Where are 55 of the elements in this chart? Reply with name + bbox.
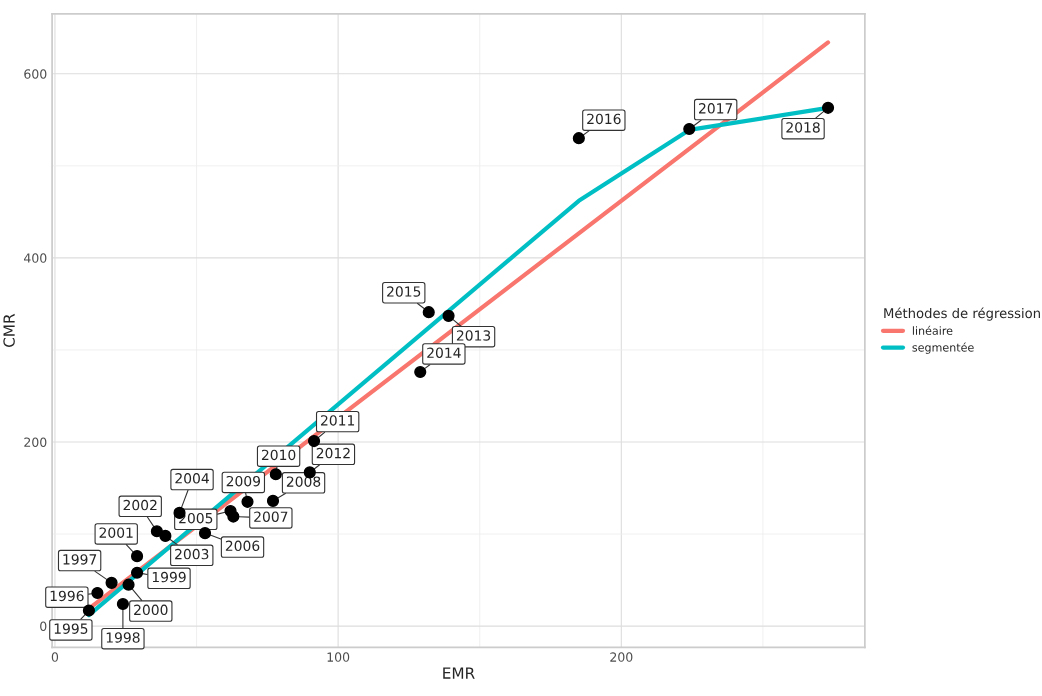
annotation: 1999	[152, 571, 186, 583]
legend-label: linéaire	[912, 325, 953, 335]
y-tick-label: 200	[24, 437, 47, 447]
y-axis-title: CMR	[3, 313, 15, 347]
annotation: 2011	[321, 415, 355, 426]
annotation: 1997	[63, 554, 97, 565]
y-tick-label: 400	[23, 253, 47, 263]
point	[422, 306, 435, 319]
x-axis-title: EMR	[443, 667, 475, 679]
annotation: 2007	[254, 511, 288, 522]
point	[116, 597, 129, 611]
point	[198, 527, 212, 540]
x-tick-label: 0	[51, 652, 59, 662]
legend-label: segmentée	[912, 342, 974, 354]
annotation: 2006	[225, 540, 260, 552]
point	[442, 309, 455, 322]
x-tick-label: 200	[610, 652, 633, 662]
point	[227, 510, 240, 523]
point	[307, 434, 321, 448]
annotation: 2003	[175, 548, 209, 560]
point	[159, 529, 172, 542]
y-tick-label: 0	[40, 621, 47, 632]
annotation: 1996	[50, 590, 84, 602]
annotation: 2015	[387, 286, 421, 297]
point	[269, 468, 282, 481]
annotation: 2004	[175, 473, 209, 484]
point	[82, 604, 95, 617]
annotation: 2002	[123, 499, 157, 511]
annotation: 2017	[699, 103, 733, 114]
annotation: 2000	[134, 604, 168, 616]
annotation: 2010	[261, 449, 296, 461]
point	[266, 494, 280, 507]
annotation: 2001	[99, 527, 133, 538]
annotation: 1995	[54, 623, 88, 634]
point	[572, 132, 585, 145]
y-tick-label: 600	[24, 69, 47, 79]
annotation: 2016	[587, 113, 621, 125]
annotation: 2012	[316, 447, 350, 459]
annotation: 2013	[456, 330, 491, 341]
point	[91, 586, 104, 600]
point	[130, 566, 144, 579]
x-tick-label: 100	[327, 652, 350, 662]
point	[122, 578, 135, 591]
point	[683, 122, 696, 136]
point	[821, 101, 835, 114]
annotation: 2008	[286, 476, 321, 487]
annotation: 2014	[427, 347, 461, 358]
annotation: 1998	[106, 632, 140, 643]
annotation: 2009	[226, 475, 261, 487]
point	[130, 550, 144, 563]
annotation: 2018	[786, 122, 820, 133]
point	[241, 495, 254, 508]
point	[414, 365, 427, 379]
legend-title: Méthodes de régression	[884, 307, 1040, 321]
point	[105, 576, 118, 589]
